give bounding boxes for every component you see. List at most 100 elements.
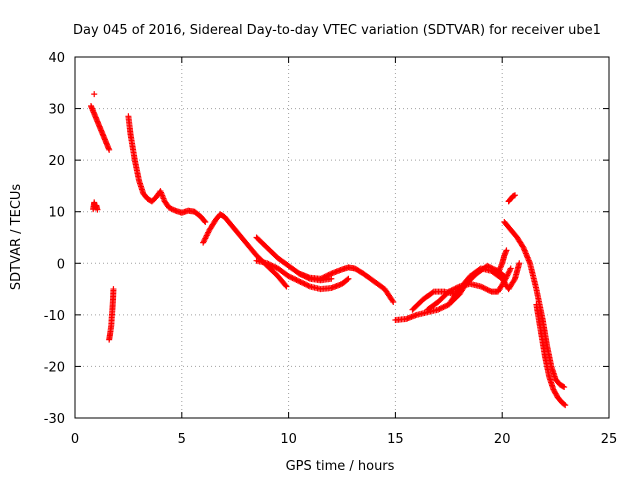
data-point <box>91 91 98 98</box>
data-point <box>439 304 446 311</box>
plot-frame <box>74 56 610 419</box>
data-point <box>328 275 335 282</box>
data-point <box>266 261 273 268</box>
data-point <box>285 273 292 280</box>
x-tick-label: 20 <box>494 432 511 447</box>
data-point <box>300 280 307 287</box>
x-axis-label: GPS time / hours <box>286 459 395 474</box>
data-point <box>562 402 569 409</box>
data-point <box>449 286 456 293</box>
data-point <box>294 277 301 284</box>
data-point <box>297 278 304 285</box>
y-tick-label: -20 <box>44 360 65 375</box>
data-point <box>451 286 458 293</box>
y-tick-label: -10 <box>44 309 65 324</box>
data-marks <box>88 91 569 409</box>
data-point <box>305 282 312 289</box>
data-point <box>324 272 331 279</box>
data-point <box>443 302 450 309</box>
data-point <box>326 271 333 278</box>
data-point <box>282 282 289 289</box>
series-arc-5 <box>200 211 290 290</box>
series-arc-8 <box>296 264 397 305</box>
series-arc-3 <box>106 286 117 343</box>
data-point <box>483 286 490 293</box>
data-point <box>270 263 277 270</box>
data-point <box>292 276 299 283</box>
y-tick-labels: -30 -20 -10 0 10 20 30 40 <box>44 51 65 427</box>
data-point <box>436 306 443 313</box>
data-point <box>298 279 305 286</box>
data-point <box>484 286 491 293</box>
data-point <box>94 206 101 213</box>
data-point <box>447 288 454 295</box>
data-point <box>448 287 455 294</box>
series-arc-2 <box>90 199 101 213</box>
data-point <box>445 288 452 295</box>
data-point <box>296 278 303 285</box>
x-tick-labels: 0 5 10 15 20 25 <box>71 432 617 447</box>
data-point <box>479 284 486 291</box>
axis-ticks <box>74 56 610 419</box>
data-point <box>440 304 447 311</box>
y-tick-label: 30 <box>48 103 65 118</box>
data-point <box>503 247 510 254</box>
data-point <box>561 401 568 408</box>
data-point <box>512 192 519 199</box>
data-point <box>264 260 271 267</box>
data-point <box>286 273 293 280</box>
data-point <box>437 305 444 312</box>
data-point <box>480 284 487 291</box>
series-arc-4 <box>125 113 209 226</box>
data-point <box>321 273 328 280</box>
data-point <box>320 274 327 281</box>
data-point <box>317 275 324 282</box>
y-tick-label: 40 <box>48 51 65 66</box>
data-point <box>561 384 568 391</box>
data-point <box>288 274 295 281</box>
data-point <box>516 260 523 267</box>
series-arc-7 <box>253 257 352 293</box>
data-point <box>477 283 484 290</box>
series-arc-14 <box>505 192 519 205</box>
data-point <box>389 297 396 304</box>
data-point <box>301 280 308 287</box>
data-point <box>344 276 351 283</box>
data-point <box>202 219 209 226</box>
x-tick-label: 5 <box>178 432 186 447</box>
data-point <box>390 298 397 305</box>
data-point <box>293 277 300 284</box>
x-tick-label: 0 <box>71 432 79 447</box>
data-point <box>268 262 275 269</box>
data-point <box>106 146 113 153</box>
data-point <box>507 265 514 272</box>
x-tick-label: 10 <box>280 432 297 447</box>
data-point <box>265 260 272 267</box>
x-tick-label: 25 <box>601 432 618 447</box>
data-point <box>481 285 488 292</box>
series-arc-12 <box>445 260 523 308</box>
series-arc-16 <box>533 301 569 409</box>
chart-title: Day 045 of 2016, Sidereal Day-to-day VTE… <box>73 23 601 38</box>
data-point <box>110 286 117 293</box>
data-point <box>201 217 208 224</box>
y-tick-label: 10 <box>48 206 65 221</box>
data-point <box>429 289 436 296</box>
data-point <box>345 275 352 282</box>
data-point <box>487 288 494 295</box>
data-point <box>325 271 332 278</box>
data-point <box>318 275 325 282</box>
data-point <box>290 275 297 282</box>
data-point <box>485 287 492 294</box>
data-point <box>283 283 290 290</box>
series-outlier-top <box>91 91 98 98</box>
data-point <box>302 281 309 288</box>
data-point <box>519 243 526 250</box>
data-point <box>304 282 311 289</box>
data-point <box>289 275 296 282</box>
data-point <box>269 262 276 269</box>
x-tick-label: 15 <box>387 432 404 447</box>
data-point <box>560 383 567 390</box>
y-tick-label: 20 <box>48 154 65 169</box>
